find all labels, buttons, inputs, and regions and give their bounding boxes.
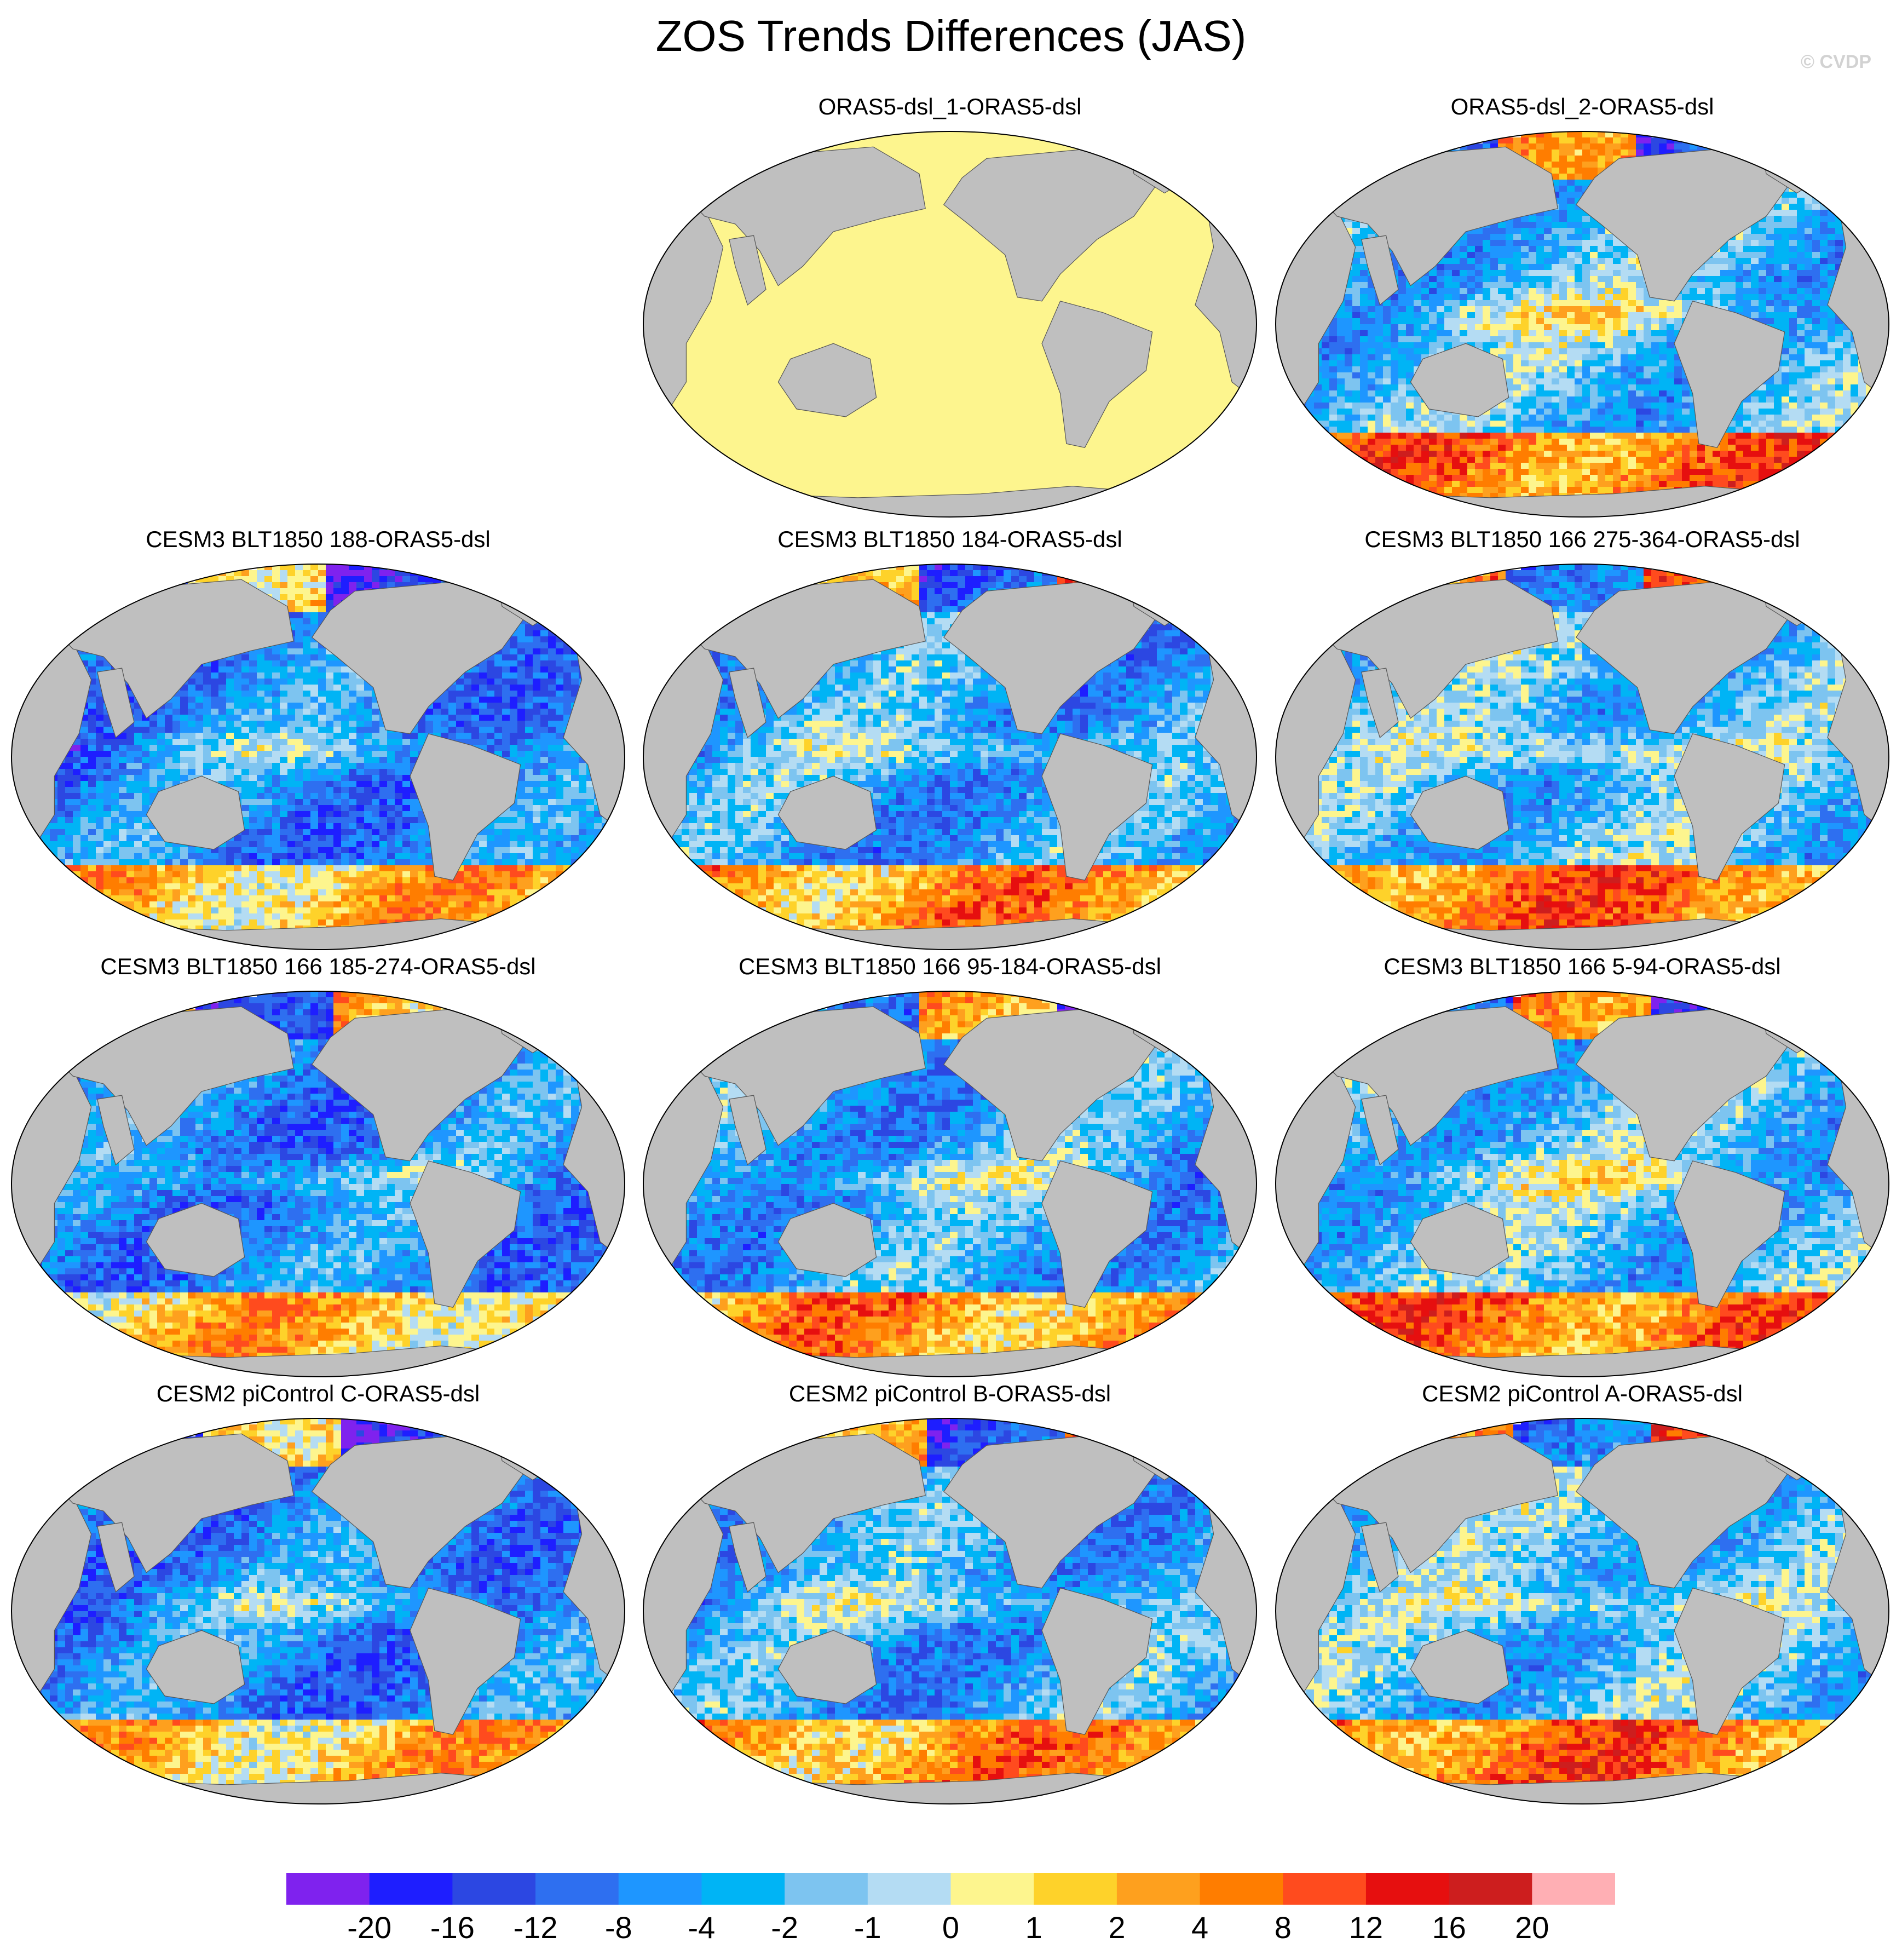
colorbar-box (701, 1873, 785, 1905)
map-plot (11, 991, 625, 1377)
map-plot (643, 1418, 1257, 1804)
colorbar-tick-label: 16 (1432, 1910, 1466, 1945)
colorbar-tick-label: -2 (771, 1910, 798, 1945)
colorbar-tick-label: 12 (1349, 1910, 1383, 1945)
ocean-field (643, 1418, 1257, 1804)
map-panel: CESM2 piControl C-ORAS5-dsl (9, 1380, 627, 1807)
map-plot (1275, 991, 1889, 1377)
colorbar-tick-label: 20 (1515, 1910, 1549, 1945)
colorbar: -20 -16 -12 -8 -4 -2 -1 0 1 2 4 8 12 16 20 (286, 1873, 1615, 1950)
map-panel: CESM3 BLT1850 166 275-364-ORAS5-dsl (1273, 526, 1892, 953)
map-panel: CESM3 BLT1850 166 5-94-ORAS5-dsl (1273, 953, 1892, 1380)
ocean-field (11, 1418, 625, 1804)
colorbar-tick-label: -16 (430, 1910, 475, 1945)
map-plot (11, 564, 625, 950)
colorbar-boxes (286, 1873, 1615, 1905)
map-plot (11, 1418, 625, 1804)
colorbar-box (618, 1873, 702, 1905)
ocean-field (643, 131, 1257, 517)
panel-title: ORAS5-dsl_2-ORAS5-dsl (1273, 93, 1892, 120)
colorbar-tick-label: 2 (1108, 1910, 1125, 1945)
map-plot (643, 131, 1257, 518)
colorbar-tick-label: -8 (605, 1910, 632, 1945)
panel-title: CESM3 BLT1850 166 185-274-ORAS5-dsl (9, 953, 627, 980)
colorbar-box (1116, 1873, 1201, 1905)
colorbar-tick-label: 0 (942, 1910, 959, 1945)
colorbar-tick-label: -1 (854, 1910, 881, 1945)
panel-title: ORAS5-dsl_1-ORAS5-dsl (641, 93, 1259, 120)
colorbar-tick-label: -12 (514, 1910, 558, 1945)
map-panel (9, 93, 627, 520)
map-outline (11, 1418, 625, 1804)
map-plot (1275, 564, 1889, 950)
map-outline (1275, 1418, 1889, 1804)
colorbar-box (286, 1873, 370, 1905)
colorbar-box (452, 1873, 536, 1905)
panel-title: CESM3 BLT1850 188-ORAS5-dsl (9, 526, 627, 553)
panel-title: CESM3 BLT1850 184-ORAS5-dsl (641, 526, 1259, 553)
map-panel: ORAS5-dsl_2-ORAS5-dsl (1273, 93, 1892, 520)
colorbar-tick-label: -20 (347, 1910, 391, 1945)
map-panel: CESM3 BLT1850 166 95-184-ORAS5-dsl (641, 953, 1259, 1380)
map-panel: CESM2 piControl B-ORAS5-dsl (641, 1380, 1259, 1807)
figure-title: ZOS Trends Differences (JAS) (0, 9, 1902, 64)
panel-title: CESM3 BLT1850 166 95-184-ORAS5-dsl (641, 953, 1259, 980)
colorbar-box (1449, 1873, 1532, 1905)
colorbar-box (950, 1873, 1034, 1905)
panel-title: CESM2 piControl A-ORAS5-dsl (1273, 1380, 1892, 1407)
ocean-field (643, 991, 1257, 1377)
ocean-field (1276, 564, 1889, 950)
map-plot (1275, 131, 1889, 518)
map-outline (643, 991, 1257, 1377)
credit-watermark: © CVDP (1801, 51, 1871, 73)
ocean-field (643, 564, 1257, 950)
map-outline (1275, 131, 1889, 518)
map-plot (643, 991, 1257, 1377)
colorbar-box (867, 1873, 951, 1905)
colorbar-box (785, 1873, 868, 1905)
panel-title: CESM2 piControl B-ORAS5-dsl (641, 1380, 1259, 1407)
map-plot (643, 564, 1257, 950)
map-panel: CESM3 BLT1850 188-ORAS5-dsl (9, 526, 627, 953)
map-outline (11, 991, 625, 1377)
colorbar-box (369, 1873, 453, 1905)
ocean-field (1276, 1418, 1889, 1804)
panel-title: CESM3 BLT1850 166 5-94-ORAS5-dsl (1273, 953, 1892, 980)
ocean-field (11, 991, 625, 1377)
ocean-field (11, 564, 625, 950)
colorbar-tick-label: -4 (688, 1910, 715, 1945)
map-outline (11, 564, 625, 950)
colorbar-box (1365, 1873, 1450, 1905)
colorbar-box (1532, 1873, 1615, 1905)
map-plot (1275, 1418, 1889, 1804)
panel-title: CESM3 BLT1850 166 275-364-ORAS5-dsl (1273, 526, 1892, 553)
map-panel: ORAS5-dsl_1-ORAS5-dsl (641, 93, 1259, 520)
colorbar-tick-label: 1 (1025, 1910, 1042, 1945)
colorbar-tick-label: 4 (1191, 1910, 1208, 1945)
ocean-field (1276, 991, 1889, 1377)
map-outline (643, 564, 1257, 950)
map-outline (1275, 564, 1889, 950)
map-panel: CESM3 BLT1850 184-ORAS5-dsl (641, 526, 1259, 953)
ocean-field (1276, 131, 1889, 517)
colorbar-box (1200, 1873, 1283, 1905)
map-outline (643, 1418, 1257, 1804)
panel-title: CESM2 piControl C-ORAS5-dsl (9, 1380, 627, 1407)
colorbar-tick-label: 8 (1275, 1910, 1292, 1945)
colorbar-box (1034, 1873, 1117, 1905)
map-panel: CESM2 piControl A-ORAS5-dsl (1273, 1380, 1892, 1807)
colorbar-box (1283, 1873, 1367, 1905)
map-outline (643, 131, 1257, 518)
map-panel: CESM3 BLT1850 166 185-274-ORAS5-dsl (9, 953, 627, 1380)
colorbar-box (535, 1873, 619, 1905)
land-mask (1276, 135, 1889, 517)
map-outline (1275, 991, 1889, 1377)
